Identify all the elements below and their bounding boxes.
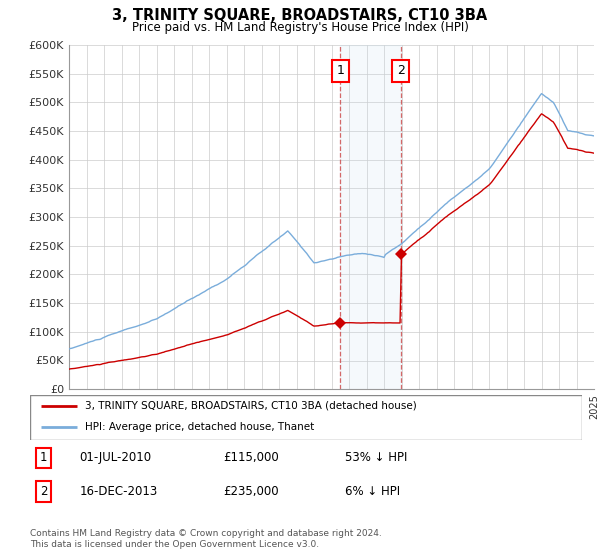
Text: 1: 1 — [337, 64, 344, 77]
Text: £235,000: £235,000 — [223, 485, 279, 498]
Text: £115,000: £115,000 — [223, 451, 279, 464]
Text: 6% ↓ HPI: 6% ↓ HPI — [344, 485, 400, 498]
Text: HPI: Average price, detached house, Thanet: HPI: Average price, detached house, Than… — [85, 422, 314, 432]
Text: 2: 2 — [40, 485, 47, 498]
Text: Contains HM Land Registry data © Crown copyright and database right 2024.
This d: Contains HM Land Registry data © Crown c… — [30, 529, 382, 549]
Text: 2: 2 — [397, 64, 405, 77]
Text: 3, TRINITY SQUARE, BROADSTAIRS, CT10 3BA: 3, TRINITY SQUARE, BROADSTAIRS, CT10 3BA — [112, 8, 488, 24]
Text: 01-JUL-2010: 01-JUL-2010 — [80, 451, 152, 464]
Text: 1: 1 — [40, 451, 47, 464]
Text: 53% ↓ HPI: 53% ↓ HPI — [344, 451, 407, 464]
Text: Price paid vs. HM Land Registry's House Price Index (HPI): Price paid vs. HM Land Registry's House … — [131, 21, 469, 34]
Text: 16-DEC-2013: 16-DEC-2013 — [80, 485, 158, 498]
Bar — [340, 45, 401, 389]
FancyBboxPatch shape — [30, 395, 582, 440]
Text: 3, TRINITY SQUARE, BROADSTAIRS, CT10 3BA (detached house): 3, TRINITY SQUARE, BROADSTAIRS, CT10 3BA… — [85, 401, 417, 411]
